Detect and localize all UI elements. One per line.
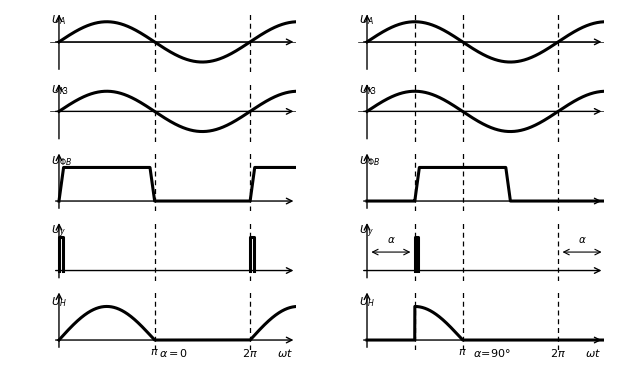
Text: $\alpha$: $\alpha$ [578, 235, 586, 245]
Text: $U_{\Phi B}$: $U_{\Phi B}$ [359, 154, 381, 168]
Text: $U_{K\!3}$: $U_{K\!3}$ [51, 83, 70, 97]
Text: $U_y$: $U_y$ [359, 224, 374, 240]
Text: $U_{\Phi B}$: $U_{\Phi B}$ [51, 154, 72, 168]
Text: $\omega t$: $\omega t$ [585, 347, 601, 359]
Text: $U_A$: $U_A$ [51, 14, 66, 28]
Text: $2\pi$: $2\pi$ [242, 347, 258, 359]
Text: $U_y$: $U_y$ [51, 224, 66, 240]
Text: $U_{K\!3}$: $U_{K\!3}$ [359, 83, 378, 97]
Text: $\alpha$: $\alpha$ [386, 235, 395, 245]
Text: $\alpha\!=\!90°$: $\alpha\!=\!90°$ [473, 347, 511, 359]
Text: $\pi$: $\pi$ [150, 347, 159, 357]
Text: $U_H$: $U_H$ [359, 295, 375, 308]
Text: $\omega t$: $\omega t$ [277, 347, 293, 359]
Text: $U_H$: $U_H$ [51, 295, 67, 308]
Text: $U_A$: $U_A$ [359, 14, 374, 28]
Text: $\alpha=0$: $\alpha=0$ [159, 347, 188, 359]
Text: $\pi$: $\pi$ [458, 347, 467, 357]
Text: $2\pi$: $2\pi$ [550, 347, 566, 359]
